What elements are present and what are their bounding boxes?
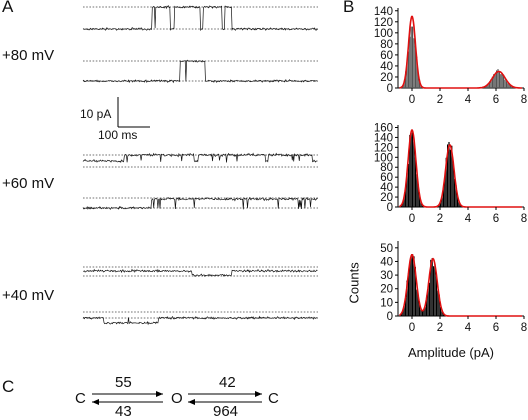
x-tick-label: 8 xyxy=(521,94,527,106)
scheme-arrows xyxy=(92,391,262,405)
x-tick-label: 2 xyxy=(437,94,443,106)
x-tick-label: 4 xyxy=(465,213,472,225)
histogram-bar xyxy=(433,266,434,316)
y-tick-label: 50 xyxy=(380,243,393,255)
x-tick-label: 8 xyxy=(521,213,527,225)
y-tick-label: 30 xyxy=(380,270,393,282)
x-tick-label: 2 xyxy=(437,213,443,225)
x-tick-label: 6 xyxy=(493,213,499,225)
histogram-bar xyxy=(408,164,409,207)
y-tick-label: 10 xyxy=(380,297,393,309)
histogram-bar xyxy=(411,255,412,316)
histogram-bar xyxy=(450,150,451,207)
histogram-bar xyxy=(411,133,412,207)
x-tick-label: 8 xyxy=(521,322,527,334)
current-traces xyxy=(83,6,318,325)
x-tick-label: 0 xyxy=(409,213,415,225)
current-trace-3 xyxy=(83,154,318,163)
x-tick-label: 6 xyxy=(493,322,499,334)
x-tick-label: 4 xyxy=(465,94,472,106)
x-tick-label: 0 xyxy=(409,322,415,334)
y-tick-label: 120 xyxy=(374,17,393,29)
histogram-bar xyxy=(507,83,508,88)
current-trace-5 xyxy=(83,270,318,277)
y-tick-label: 20 xyxy=(380,72,393,84)
x-tick-label: 4 xyxy=(465,322,472,334)
current-trace-2 xyxy=(83,60,318,82)
histogram-bar xyxy=(412,254,413,316)
histogram-bar xyxy=(499,71,500,88)
y-tick-label: 0 xyxy=(387,311,393,323)
histogram-bar xyxy=(409,37,410,88)
histogram-bar xyxy=(429,283,430,316)
histogram-bar xyxy=(504,80,505,88)
current-trace-1 xyxy=(83,6,318,31)
y-tick-label: 160 xyxy=(374,122,393,134)
y-tick-label: 140 xyxy=(374,6,393,18)
histogram-bar xyxy=(495,75,496,88)
histogram-bar xyxy=(432,258,433,316)
current-trace-6 xyxy=(83,317,318,325)
histogram-bar xyxy=(411,27,412,88)
x-tick-label: 0 xyxy=(409,94,415,106)
histogram-bar xyxy=(412,27,413,88)
y-tick-label: 0 xyxy=(387,83,393,95)
histogram-bar xyxy=(413,38,414,88)
histogram-bar xyxy=(412,132,413,207)
y-tick-label: 100 xyxy=(374,28,393,40)
scalebar xyxy=(118,97,150,127)
histogram-bar xyxy=(422,311,423,316)
y-tick-label: 40 xyxy=(380,61,393,73)
x-tick-label: 2 xyxy=(437,322,443,334)
y-tick-label: 60 xyxy=(380,50,393,62)
y-tick-label: 40 xyxy=(380,256,393,268)
y-tick-label: 20 xyxy=(380,284,393,296)
histogram-bar xyxy=(500,74,501,88)
histogram-bar xyxy=(506,81,507,88)
x-tick-label: 6 xyxy=(493,94,499,106)
y-tick-label: 80 xyxy=(380,39,393,51)
